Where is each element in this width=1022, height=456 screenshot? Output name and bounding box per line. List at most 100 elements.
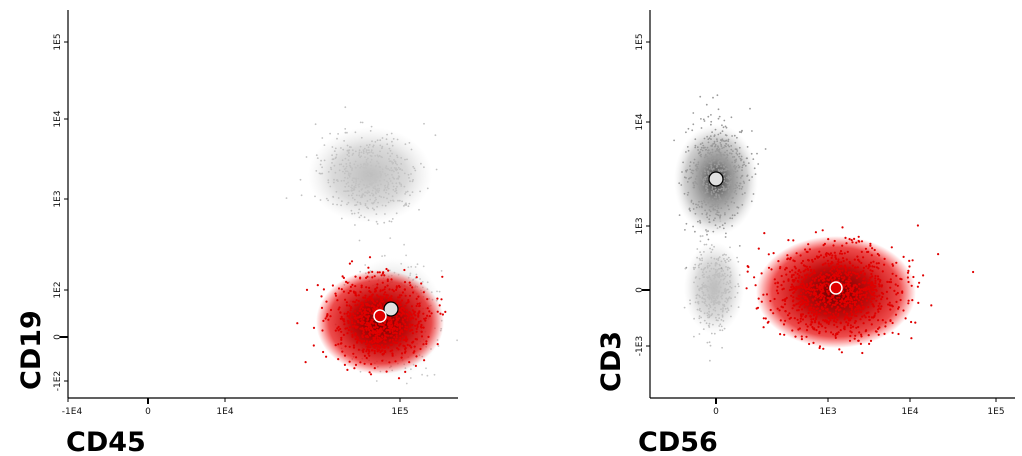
panel1-red-event-dot [388,361,391,364]
panel2-gray-event-dot [710,287,713,290]
panel1-gray-event-dot [407,266,410,269]
panel2-red-event-dot [804,274,807,277]
panel1-gray-event-dot [362,164,365,166]
panel2-gray-event-dot [707,149,709,152]
panel2-gray-event-dot [714,268,717,271]
panel2-gray-event-dot [715,296,718,299]
panel2-gray-event-dot [736,292,739,294]
panel2-red-event-dot [805,265,808,268]
panel1-gray-event-dot [391,182,394,185]
panel2-gray-event-dot [694,263,697,266]
panel1-red-event-dot [440,298,443,301]
panel1-gray-event-dot [344,185,347,188]
panel2-red-event-dot [870,254,873,257]
panel1-red-event-dot [415,304,418,308]
panel1-red-event-dot [378,323,381,326]
panel1-red-event-dot [366,275,369,278]
panel2-red-event-dot [862,269,865,272]
panel1-red-event-dot [349,285,352,288]
panel2-gray-event-dot [705,285,708,287]
panel2-gray-event-dot [711,198,714,201]
panel1-red-event-dot [354,292,357,295]
panel2-gray-event-dot [741,174,744,177]
panel2-gray-event-dot [702,144,705,147]
panel2-gray-event-dot [702,285,704,287]
panel2-gray-event-dot [738,245,741,247]
panel1-red-event-dot [337,287,341,290]
panel1-red-event-dot [359,290,362,294]
panel1-red-event-dot [385,293,388,297]
panel2-y-tick-1e5: 1E5 [635,33,645,50]
panel2-gray-event-dot [709,359,711,362]
panel2-red-event-dot [834,274,838,277]
panel2-red-event-dot [850,298,853,301]
panel1-red-event-dot [415,276,418,279]
panel2-red-event-dot [805,250,808,253]
panel-cd56-cd3: 1E5 1E4 1E3 0 -1E3 0 1E3 1E4 1E5 CD56 CD… [596,10,1015,456]
panel1-gray-event-dot [361,196,364,198]
panel1-y-tick-0: 0 [53,334,63,340]
panel1-red-event-dot [346,327,349,330]
panel2-red-event-dot [880,298,883,301]
panel1-red-event-dot [365,356,368,360]
panel2-gray-event-dot [724,261,727,264]
panel1-red-event-dot [367,343,371,346]
panel1-gray-event-dot [394,190,396,193]
panel2-gray-event-dot [695,297,698,299]
panel2-red-event-dot [783,333,786,336]
panel2-gray-event-dot [720,165,722,168]
panel2-gray-event-dot [703,243,706,246]
panel2-red-event-dot [808,309,811,312]
panel2-gray-event-dot [707,138,710,141]
panel2-gray-event-dot [715,283,718,286]
panel1-gray-event-dot [314,195,316,198]
panel1-gray-event-dot [333,181,335,184]
panel2-gray-event-dot [699,143,702,146]
panel1-gray-event-dot [396,154,398,157]
panel2-red-event-dot [858,283,861,286]
panel2-gray-event-dot [699,307,701,310]
panel2-gray-event-dot [736,170,739,172]
panel1-gray-event-dot [379,170,381,173]
panel2-gray-event-dot [705,103,708,106]
panel2-red-event-dot [793,265,796,268]
panel1-red-event-dot [346,281,349,284]
panel2-gray-event-dot [710,284,713,286]
panel2-red-event-dot [834,311,838,314]
panel1-gray-event-dot [353,177,356,180]
panel1-gray-event-dot [404,193,406,195]
panel2-red-event-dot [840,276,844,279]
panel2-gray-event-dot [717,108,720,111]
panel1-gray-event-dot [341,200,343,203]
panel2-gray-event-dot [699,259,702,261]
panel2-gray-event-dot [719,200,721,203]
panel1-gray-event-dot [332,158,335,161]
panel2-gray-event-dot [739,182,741,185]
panel2-red-event-dot [813,278,816,281]
panel1-gray-event-dot [373,169,376,172]
panel2-red-event-dot [837,261,840,264]
panel2-gray-event-dot [720,275,723,278]
panel1-gray-event-dot [347,159,350,162]
panel1-gray-event-dot [347,201,350,204]
panel2-x-tick-1e4: 1E4 [901,407,918,417]
panel2-gray-event-dot [706,182,708,185]
panel2-red-event-dot [864,294,867,297]
panel1-red-event-dot [399,330,402,333]
panel2-gray-event-dot [694,277,697,279]
panel2-red-event-dot [837,272,840,275]
panel1-gray-event-dot [363,184,366,187]
panel2-gray-event-dot [692,123,695,126]
panel2-red-event-dot [862,256,865,259]
panel2-red-event-dot [857,258,860,261]
panel2-gray-event-dot [718,325,721,327]
panel1-gray-event-dot [400,163,403,165]
panel2-gray-event-dot [752,158,755,161]
panel1-red-event-dot [400,314,403,317]
panel2-red-event-dot [822,347,825,350]
panel2-gray-event-dot [706,166,709,169]
panel2-red-event-dot [819,254,823,257]
panel1-gray-event-dot [345,163,348,165]
panel2-red-event-dot [829,252,833,255]
panel2-red-event-dot [814,303,817,307]
